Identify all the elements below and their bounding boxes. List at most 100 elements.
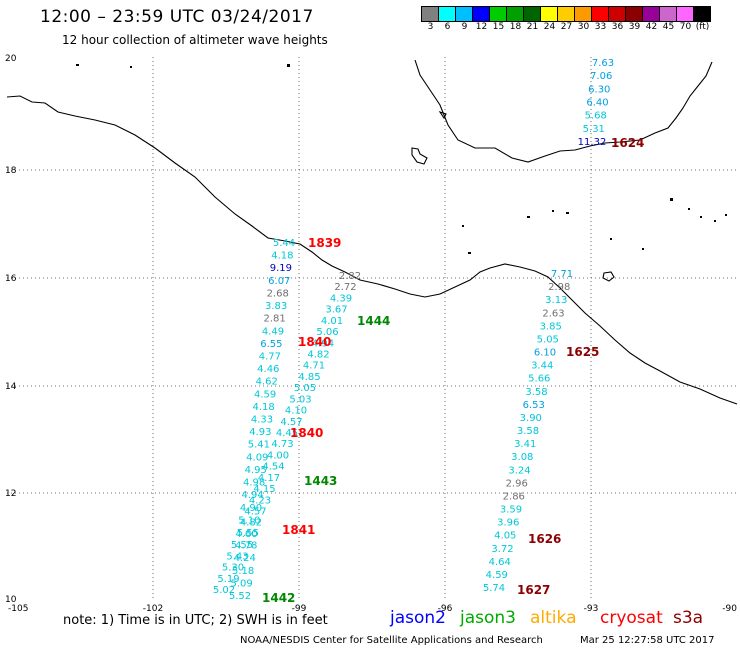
wave-height-value: 3.96 bbox=[497, 518, 519, 529]
wave-height-value: 4.23 bbox=[249, 495, 271, 506]
wave-height-value: 11.32 bbox=[578, 137, 607, 148]
wave-height-value: 4.64 bbox=[489, 557, 511, 568]
wave-height-value: 3.72 bbox=[491, 544, 513, 555]
wave-height-value: 5.31 bbox=[583, 124, 605, 135]
wave-height-value: 5.66 bbox=[528, 374, 550, 385]
wave-height-value: 4.00 bbox=[267, 450, 289, 461]
wave-height-value: 5.55 bbox=[231, 540, 253, 551]
track-values: 5.444.189.196.072.683.832.814.496.554.77… bbox=[213, 58, 614, 602]
wave-height-value: 5.19 bbox=[217, 574, 239, 585]
wave-height-value: 4.54 bbox=[262, 462, 284, 473]
wave-height-value: 4.71 bbox=[303, 361, 325, 372]
coastline bbox=[7, 60, 737, 404]
wave-height-value: 4.77 bbox=[259, 352, 281, 363]
islands bbox=[76, 64, 727, 254]
wave-height-value: 4.10 bbox=[285, 406, 307, 417]
wave-height-value: 5.30 bbox=[222, 563, 244, 574]
wave-height-value: 6.10 bbox=[534, 348, 556, 359]
wave-height-map: -105 -102 -99 -96 -93 -90 20 18 16 14 12… bbox=[0, 0, 740, 650]
wave-height-value: 4.39 bbox=[330, 293, 352, 304]
wave-height-value: 9.19 bbox=[270, 263, 292, 274]
wave-height-value: 4.62 bbox=[256, 377, 278, 388]
wave-height-value: 4.17 bbox=[258, 473, 280, 484]
wave-height-value: 5.02 bbox=[213, 585, 235, 596]
wave-height-value: 5.41 bbox=[248, 440, 270, 451]
wave-height-value: 3.58 bbox=[517, 426, 539, 437]
wave-height-value: 2.98 bbox=[548, 282, 570, 293]
wave-height-value: 7.71 bbox=[551, 269, 573, 280]
x-tick-label: -105 bbox=[8, 604, 28, 614]
wave-height-value: 5.03 bbox=[289, 394, 311, 405]
y-tick-label: 10 bbox=[5, 595, 17, 605]
wave-height-value: 3.41 bbox=[514, 439, 536, 450]
wave-height-value: 4.18 bbox=[271, 251, 293, 262]
wave-height-value: 3.85 bbox=[540, 321, 562, 332]
y-tick-label: 18 bbox=[5, 166, 17, 176]
wave-height-value: 3.58 bbox=[525, 387, 547, 398]
wave-height-value: 6.55 bbox=[260, 339, 282, 350]
wave-height-value: 2.81 bbox=[263, 314, 285, 325]
wave-height-value: 4.82 bbox=[240, 518, 262, 529]
pass-time-label: 1841 bbox=[282, 523, 315, 537]
pass-time-label: 1840 bbox=[290, 426, 323, 440]
wave-height-value: 2.86 bbox=[503, 491, 525, 502]
wave-height-value: 4.57 bbox=[244, 507, 266, 518]
wave-height-value: 3.67 bbox=[325, 305, 347, 316]
satellite-label-jason3: jason3 bbox=[460, 608, 516, 628]
wave-height-value: 5.68 bbox=[585, 111, 607, 122]
pass-time-label: 1443 bbox=[304, 474, 337, 488]
wave-height-value: 3.24 bbox=[508, 465, 530, 476]
wave-height-value: 4.46 bbox=[257, 364, 279, 375]
wave-height-value: 3.90 bbox=[520, 413, 542, 424]
wave-height-value: 4.05 bbox=[494, 531, 516, 542]
x-tick-label: -90 bbox=[722, 604, 737, 614]
satellite-label-cryosat: cryosat bbox=[600, 608, 663, 628]
wave-height-value: 3.59 bbox=[500, 505, 522, 516]
wave-height-value: 5.74 bbox=[483, 583, 505, 594]
wave-height-value: 5.05 bbox=[537, 334, 559, 345]
wave-height-value: 4.59 bbox=[486, 570, 508, 581]
wave-height-value: 2.68 bbox=[267, 288, 289, 299]
wave-height-value: 5.43 bbox=[226, 551, 248, 562]
wave-height-value: 2.96 bbox=[506, 478, 528, 489]
pass-time-label: 1627 bbox=[517, 583, 550, 597]
wave-height-value: 4.60 bbox=[235, 529, 257, 540]
pass-time-label: 1625 bbox=[566, 345, 599, 359]
wave-height-value: 2.72 bbox=[334, 282, 356, 293]
wave-height-value: 4.59 bbox=[254, 389, 276, 400]
wave-height-value: 4.49 bbox=[262, 326, 284, 337]
wave-height-value: 6.53 bbox=[523, 400, 545, 411]
pass-time-label: 1624 bbox=[611, 136, 644, 150]
pass-time-label: 1444 bbox=[357, 314, 390, 328]
wave-height-value: 6.30 bbox=[588, 84, 610, 95]
wave-height-value: 5.05 bbox=[294, 383, 316, 394]
wave-height-value: 4.85 bbox=[298, 372, 320, 383]
wave-height-value: 3.13 bbox=[545, 295, 567, 306]
satellite-label-s3a: s3a bbox=[673, 608, 703, 628]
wave-height-value: 4.82 bbox=[307, 350, 329, 361]
y-tick-label: 14 bbox=[5, 382, 17, 392]
wave-height-value: 7.06 bbox=[590, 71, 612, 82]
x-tick-label: -93 bbox=[584, 604, 599, 614]
wave-height-value: 3.83 bbox=[265, 301, 287, 312]
wave-height-value: 6.07 bbox=[268, 276, 290, 287]
pass-time-label: 1442 bbox=[262, 591, 295, 605]
pass-time-label: 1626 bbox=[528, 532, 561, 546]
satellite-label-altika: altika bbox=[530, 608, 577, 628]
pass-time-label: 1840 bbox=[298, 335, 331, 349]
y-tick-label: 16 bbox=[5, 274, 17, 284]
y-axis-tick-labels: 20 18 16 14 12 10 bbox=[5, 54, 17, 605]
wave-height-value: 3.44 bbox=[531, 361, 553, 372]
generated-timestamp: Mar 25 12:27:58 UTC 2017 bbox=[580, 635, 715, 646]
wave-height-value: 4.01 bbox=[321, 316, 343, 327]
wave-height-value: 2.82 bbox=[339, 271, 361, 282]
wave-height-value: 4.93 bbox=[249, 427, 271, 438]
wave-height-value: 5.44 bbox=[273, 238, 295, 249]
wave-height-value: 4.33 bbox=[251, 415, 273, 426]
wave-height-value: 6.40 bbox=[586, 98, 608, 109]
wave-height-value: 4.18 bbox=[252, 402, 274, 413]
satellite-label-jason2: jason2 bbox=[390, 608, 446, 628]
wave-height-value: 4.15 bbox=[253, 484, 275, 495]
credit-line: NOAA/NESDIS Center for Satellite Applica… bbox=[240, 635, 543, 646]
y-tick-label: 20 bbox=[5, 54, 17, 64]
